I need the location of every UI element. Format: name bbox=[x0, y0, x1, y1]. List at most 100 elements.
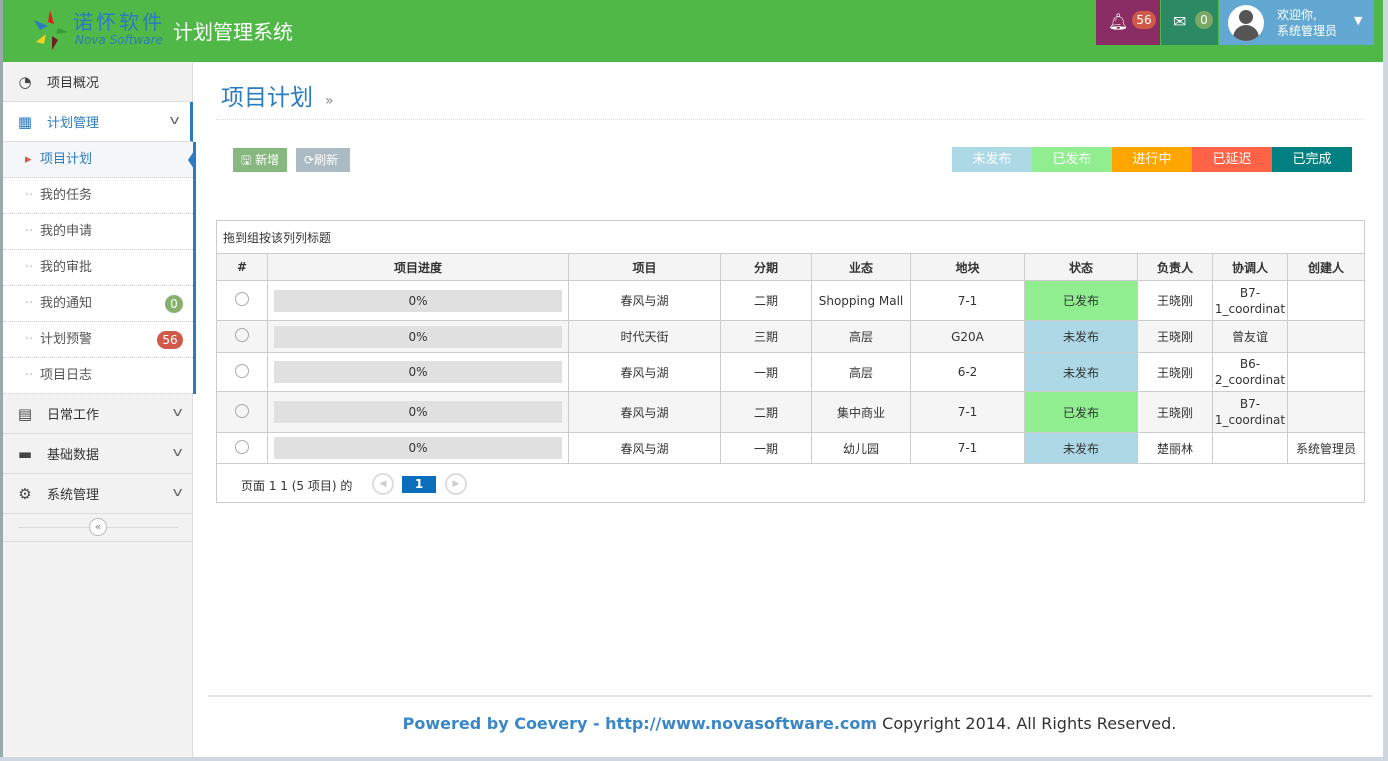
sidebar-item-label: 日常工作 bbox=[47, 408, 100, 423]
row-select[interactable] bbox=[216, 280, 268, 321]
dashboard-icon: ◔ bbox=[18, 72, 32, 91]
sidebar-item-label: 基础数据 bbox=[47, 448, 100, 463]
column-header[interactable]: 状态 bbox=[1024, 253, 1138, 281]
powered-by-link[interactable]: Powered by Coevery - http://www.novasoft… bbox=[402, 714, 878, 733]
column-header[interactable]: 项目进度 bbox=[267, 253, 569, 281]
radio-button[interactable] bbox=[235, 439, 249, 454]
cell: 时代天街 bbox=[568, 320, 721, 353]
column-header[interactable]: 创建人 bbox=[1286, 253, 1366, 281]
refresh-button[interactable]: ⟳刷新 bbox=[296, 148, 350, 172]
submenu-label: 我的任务 bbox=[40, 188, 93, 203]
cell: 6-2 bbox=[910, 352, 1025, 392]
messages-button[interactable]: ✉ 0 bbox=[1161, 0, 1218, 45]
submenu-item-my-notices[interactable]: ·· 我的通知 0 bbox=[3, 286, 193, 322]
submenu-label: 我的申请 bbox=[40, 224, 93, 239]
cell: 7-1 bbox=[910, 391, 1025, 433]
radio-button[interactable] bbox=[235, 363, 249, 378]
cell: B7-1_coordinat bbox=[1212, 280, 1288, 321]
gears-icon: ⚙ bbox=[18, 484, 32, 503]
cell: 二期 bbox=[720, 280, 812, 321]
sidebar-item-base-data[interactable]: ▬ 基础数据 v bbox=[3, 434, 193, 474]
column-header[interactable]: 项目 bbox=[568, 253, 721, 281]
submenu-item-my-approvals[interactable]: ·· 我的审批 bbox=[3, 250, 193, 286]
cell: 7-1 bbox=[910, 432, 1025, 464]
column-header[interactable]: 业态 bbox=[811, 253, 911, 281]
collapse-sidebar-button[interactable]: « bbox=[89, 518, 107, 536]
cell: B7-1_coordinat bbox=[1212, 391, 1288, 433]
legend-item: 已完成 bbox=[1272, 147, 1352, 172]
cell: 一期 bbox=[720, 352, 812, 392]
sidebar-item-plan-management[interactable]: ▦ 计划管理 v bbox=[3, 102, 193, 142]
cell: 春风与湖 bbox=[568, 391, 721, 433]
sidebar-item-overview[interactable]: ◔ 项目概况 bbox=[3, 62, 193, 102]
table-row[interactable]: 0% 春风与湖 二期 集中商业 7-1 已发布 王晓刚 B7-1_coordinat bbox=[216, 391, 1366, 433]
radio-button[interactable] bbox=[235, 328, 249, 342]
legend-item: 未发布 bbox=[952, 147, 1032, 172]
column-header[interactable]: 协调人 bbox=[1212, 253, 1288, 281]
status-cell: 未发布 bbox=[1024, 320, 1138, 353]
column-header[interactable]: # bbox=[216, 253, 268, 281]
row-select[interactable] bbox=[216, 320, 268, 353]
table-header: # 项目进度 项目 分期 业态 地块 状态 负责人 协调人 创建人 bbox=[216, 253, 1366, 281]
cell bbox=[1286, 320, 1366, 353]
active-arrow-icon bbox=[188, 148, 196, 172]
progress-cell: 0% bbox=[267, 320, 569, 353]
progress-cell: 0% bbox=[267, 432, 569, 464]
user-menu[interactable]: 欢迎你, 系统管理员 ▼ bbox=[1219, 0, 1374, 45]
legend-item: 已发布 bbox=[1032, 147, 1112, 172]
page-1-button[interactable]: 1 bbox=[402, 476, 436, 493]
row-select[interactable] bbox=[216, 391, 268, 433]
add-button[interactable]: 🖫︎ 新增 bbox=[233, 148, 287, 172]
row-select[interactable] bbox=[216, 432, 268, 464]
warnings-badge: 56 bbox=[157, 331, 183, 349]
sidebar-item-system[interactable]: ⚙ 系统管理 v bbox=[3, 474, 193, 514]
main-content: 项目计划» 🖫︎ 新增 ⟳刷新 未发布 已发布 进行中 已延迟 已完成 拖到组按该列列标… bbox=[196, 62, 1383, 757]
submenu-item-my-requests[interactable]: ·· 我的申请 bbox=[3, 214, 193, 250]
column-header[interactable]: 分期 bbox=[720, 253, 812, 281]
cell bbox=[1286, 352, 1366, 392]
save-icon: 🖫︎ bbox=[241, 153, 252, 167]
sidebar: ◔ 项目概况 ▦ 计划管理 v ▸ 项目计划 ·· 我的任务 ·· 我的申请 ·· 我的审批 … bbox=[3, 62, 196, 757]
cell: 幼儿园 bbox=[811, 432, 911, 464]
prev-page-button[interactable]: ◀ bbox=[372, 473, 394, 495]
sidebar-item-daily-work[interactable]: ▤ 日常工作 v bbox=[3, 394, 193, 434]
table-row[interactable]: 0% 时代天街 三期 高层 G20A 未发布 王晓刚 曾友谊 bbox=[216, 320, 1366, 353]
app-title: 计划管理系统 bbox=[173, 20, 293, 44]
submenu-label: 我的审批 bbox=[40, 260, 93, 275]
bell-icon: 🔔︎ bbox=[1108, 12, 1129, 31]
envelope-icon: ✉ bbox=[1173, 12, 1187, 31]
submenu-item-project-log[interactable]: ·· 项目日志 bbox=[3, 358, 193, 394]
logo-text-en: Nova Software bbox=[75, 33, 163, 47]
submenu-item-my-tasks[interactable]: ·· 我的任务 bbox=[3, 178, 193, 214]
cell bbox=[1286, 280, 1366, 321]
next-page-button[interactable]: ▶ bbox=[445, 473, 467, 495]
row-select[interactable] bbox=[216, 352, 268, 392]
chevron-down-icon: v bbox=[169, 113, 180, 127]
cell: 二期 bbox=[720, 391, 812, 433]
notices-badge: 0 bbox=[165, 295, 183, 313]
title-divider bbox=[216, 119, 1364, 120]
notifications-button[interactable]: 🔔︎ 56 bbox=[1096, 0, 1160, 45]
column-header[interactable]: 负责人 bbox=[1137, 253, 1213, 281]
cell: Shopping Mall bbox=[811, 280, 911, 321]
radio-button[interactable] bbox=[235, 403, 249, 418]
column-header[interactable]: 地块 bbox=[910, 253, 1025, 281]
legend-item: 进行中 bbox=[1112, 147, 1192, 172]
cell bbox=[1212, 432, 1288, 464]
chevron-down-icon: v bbox=[172, 405, 183, 419]
chevron-down-icon: v bbox=[172, 445, 183, 459]
cell: 王晓刚 bbox=[1137, 320, 1213, 353]
welcome-text: 欢迎你, bbox=[1277, 8, 1317, 22]
group-by-hint: 拖到组按该列列标题 bbox=[215, 220, 1366, 254]
submenu-item-plan-warnings[interactable]: ·· 计划预警 56 bbox=[3, 322, 193, 358]
submenu-item-project-plan[interactable]: ▸ 项目计划 bbox=[3, 142, 196, 178]
table-row[interactable]: 0% 春风与湖 一期 高层 6-2 未发布 王晓刚 B6-2_coordinat bbox=[216, 352, 1366, 392]
progress-bar: 0% bbox=[274, 401, 562, 423]
sidebar-item-label: 项目概况 bbox=[47, 76, 100, 91]
refresh-icon: ⟳ bbox=[304, 153, 315, 167]
logo: 诺怀软件 Nova Software bbox=[28, 6, 173, 52]
cell: 王晓刚 bbox=[1137, 391, 1213, 433]
table-row[interactable]: 0% 春风与湖 一期 幼儿园 7-1 未发布 楚丽林 系统管理员 bbox=[216, 432, 1366, 464]
table-row[interactable]: 0% 春风与湖 二期 Shopping Mall 7-1 已发布 王晓刚 B7-1_coord… bbox=[216, 280, 1366, 321]
radio-button[interactable] bbox=[235, 292, 249, 306]
